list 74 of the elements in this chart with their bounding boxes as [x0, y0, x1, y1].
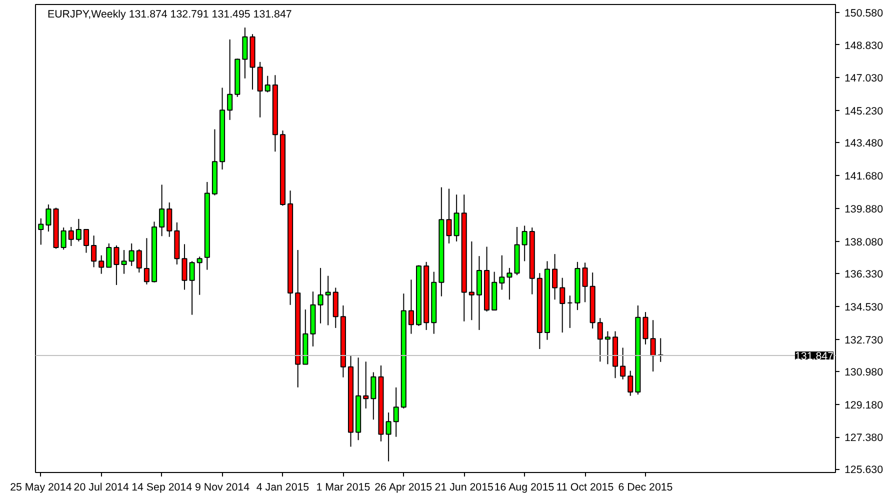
ref-line-label: 131.847 — [794, 350, 834, 362]
candlestick — [597, 318, 603, 362]
candlestick — [227, 38, 233, 120]
x-tick-label: 16 Aug 2015 — [494, 482, 554, 494]
candlestick — [189, 260, 195, 316]
x-tick-label: 11 Oct 2015 — [556, 482, 614, 494]
candlestick — [628, 370, 634, 396]
candlestick — [144, 238, 150, 285]
y-tick-label: 129.180 — [844, 399, 884, 412]
x-tick-label: 9 Nov 2014 — [195, 482, 250, 494]
candlestick — [393, 386, 399, 438]
candlestick — [91, 235, 97, 268]
y-tick-label: 132.730 — [844, 334, 884, 346]
candlestick — [38, 218, 44, 246]
x-tick-label: 6 Dec 2015 — [618, 482, 673, 494]
candlestick — [46, 204, 52, 232]
candlestick — [136, 248, 142, 274]
candlestick — [325, 275, 331, 326]
y-tick-label: 143.480 — [844, 138, 884, 150]
candlestick — [98, 254, 104, 274]
candlestick — [620, 347, 626, 380]
x-tick-label: 4 Jan 2015 — [256, 482, 310, 494]
y-tick-label: 127.380 — [844, 432, 884, 444]
candlestick — [182, 244, 188, 290]
candlestick — [446, 188, 452, 244]
candlestick — [68, 226, 74, 246]
y-tick-label: 130.980 — [844, 366, 884, 378]
candlestick — [106, 242, 112, 268]
x-tick-label: 26 Apr 2015 — [374, 482, 432, 494]
y-tick-label: 148.830 — [844, 40, 884, 52]
candlestick — [454, 194, 460, 242]
y-tick-label: 139.880 — [844, 203, 884, 216]
candlestick — [264, 75, 270, 93]
candlestick — [159, 184, 165, 237]
chart-title: EURJPY,Weekly 131.874 132.791 131.495 131.847 — [48, 8, 292, 20]
candlestick — [76, 218, 82, 242]
candlestick — [257, 61, 263, 118]
candlestick — [121, 250, 127, 274]
x-tick-label: 25 May 2014 — [10, 482, 72, 494]
candlestick — [370, 372, 376, 420]
y-tick-label: 150.580 — [844, 8, 884, 20]
candlestick — [506, 267, 512, 300]
y-tick-label: 125.630 — [844, 464, 884, 476]
candlestick — [604, 330, 610, 365]
candlestick — [363, 361, 369, 409]
y-tick-label: 134.530 — [844, 301, 884, 314]
candlestick — [650, 320, 656, 372]
x-tick-label: 1 Mar 2015 — [316, 482, 370, 494]
y-tick-label: 141.680 — [844, 170, 884, 183]
candlestick — [83, 229, 90, 254]
candlestick — [60, 227, 66, 250]
candlestick — [318, 267, 324, 324]
candlestick — [552, 254, 558, 300]
candlestick — [468, 240, 474, 321]
y-tick-label: 147.030 — [844, 72, 884, 85]
candlestick — [560, 277, 566, 334]
y-tick-label: 138.080 — [844, 236, 884, 248]
y-tick-label: 145.230 — [844, 106, 884, 118]
candlestick — [114, 244, 120, 286]
candlestick — [166, 202, 172, 238]
candlestick — [499, 254, 505, 290]
candlestick — [408, 279, 414, 334]
x-tick-label: 20 Jul 2014 — [74, 482, 129, 494]
candlestick — [522, 225, 528, 262]
candlestick — [567, 295, 573, 328]
candlestick — [582, 262, 588, 303]
x-tick-label: 14 Sep 2014 — [132, 482, 192, 494]
y-tick-label: 136.330 — [844, 268, 884, 280]
candlestick — [196, 256, 202, 296]
candlestick — [128, 242, 134, 266]
candlestick — [642, 312, 648, 345]
candlestick — [386, 412, 392, 462]
candlestick — [242, 27, 248, 79]
x-tick-label: 21 Jun 2015 — [434, 482, 494, 494]
